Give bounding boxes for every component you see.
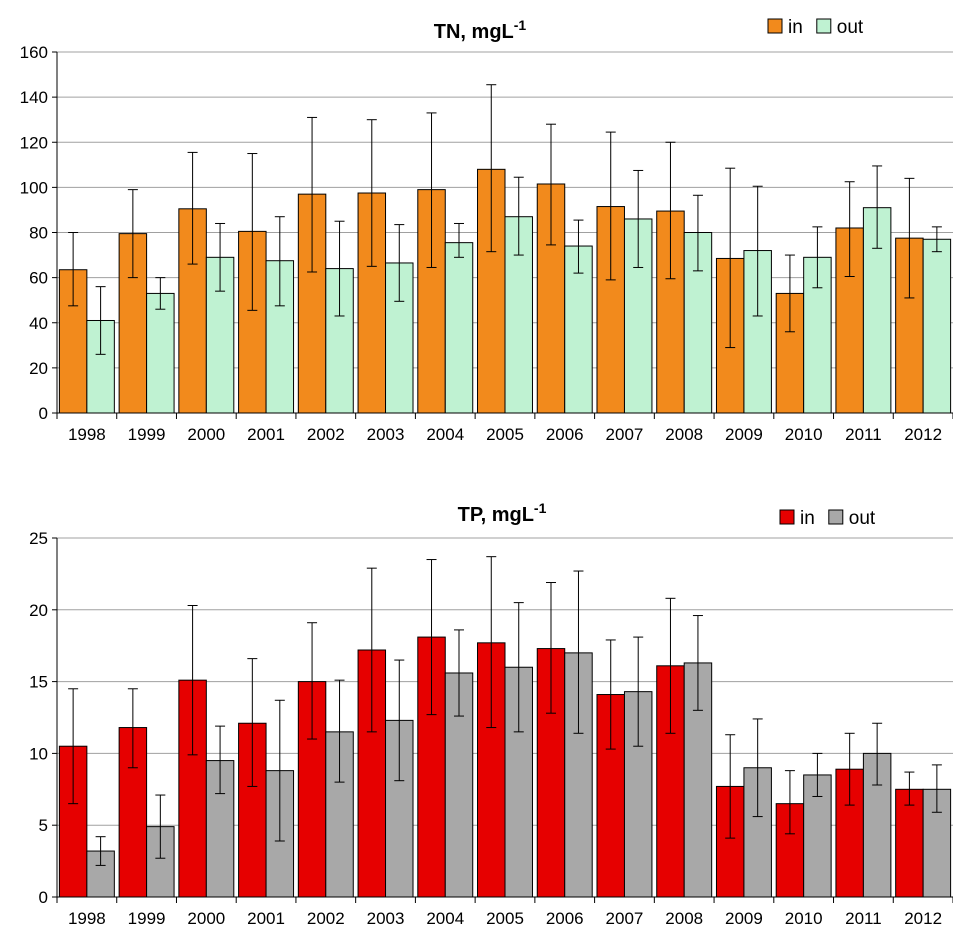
tn-ytick-label: 40 [29, 314, 48, 333]
tn-ytick-label: 140 [20, 88, 48, 107]
tn-xtick-label: 2007 [606, 425, 644, 444]
tp-xtick-label: 2005 [486, 909, 524, 928]
tp-xtick-label: 2006 [546, 909, 584, 928]
tp-ytick-label: 15 [29, 673, 48, 692]
tp-legend-item-out: out [828, 508, 876, 529]
tp-legend-swatch-in [779, 509, 795, 525]
tn-xtick-label: 1999 [128, 425, 166, 444]
tn-legend-item-in: in [767, 17, 803, 38]
tn-xtick-label: 2010 [785, 425, 823, 444]
tn-legend-item-out: out [816, 17, 864, 38]
tp-xtick-label: 2012 [904, 909, 942, 928]
tn-xtick-label: 2011 [845, 425, 882, 444]
tp-xtick-label: 2001 [247, 909, 285, 928]
tp-xtick-label: 2003 [367, 909, 405, 928]
tn-xtick-label: 2006 [546, 425, 584, 444]
tn-bar-out [146, 292, 175, 414]
tp-bar-in [895, 788, 924, 898]
tp-bar-group-in-2012 [895, 788, 924, 898]
tn-legend-swatch-out [816, 18, 832, 34]
tn-xtick-label: 2004 [426, 425, 464, 444]
tp-title: TP, mgL-1 [458, 500, 547, 526]
tn-bar-group-out-2012 [922, 238, 952, 414]
tp-legend-label-out: out [849, 508, 876, 529]
tn-ytick-label: 100 [20, 178, 48, 197]
tn-ytick-label: 80 [29, 224, 48, 243]
tn-ytick-label: 0 [39, 404, 48, 423]
tn-xtick-label: 1998 [68, 425, 106, 444]
tn-ytick-label: 160 [20, 43, 48, 62]
tp-legend-label-in: in [800, 508, 815, 529]
tn-xtick-label: 2002 [307, 425, 345, 444]
tn-chart: 0 20 40 60 80 100 120 140 160 1998 1999 2000 2001 200… [0, 0, 953, 465]
tn-title: TN, mgL-1 [434, 17, 527, 43]
tn-bar-group-out-2004 [444, 242, 474, 414]
tn-legend-swatch-in [767, 18, 783, 34]
tn-bar-group-out-2006 [564, 245, 593, 414]
tp-ytick-label: 0 [39, 888, 48, 907]
tp-chart-svg: 0 5 10 15 20 25 1998 1999 2000 2001 2002 2003 2004 20… [29, 500, 953, 928]
tp-ytick-label: 20 [29, 601, 48, 620]
tn-xtick-label: 2008 [665, 425, 703, 444]
tp-xtick-label: 2009 [725, 909, 763, 928]
tn-xtick-label: 2003 [367, 425, 405, 444]
tn-ytick-label: 60 [29, 269, 48, 288]
tp-xtick-label: 1998 [68, 909, 106, 928]
tn-legend-label-in: in [788, 17, 803, 38]
tn-bar-out [444, 242, 474, 414]
tn-xtick-label: 2000 [187, 425, 225, 444]
tp-legend-swatch-out [828, 509, 844, 525]
tn-ytick-label: 20 [29, 359, 48, 378]
tn-bar-out [564, 245, 593, 414]
tp-chart: 0 5 10 15 20 25 1998 1999 2000 2001 2002 2003 2004 20… [0, 466, 953, 931]
tn-xtick-label: 2005 [486, 425, 524, 444]
tp-xtick-label: 2010 [785, 909, 823, 928]
tp-ytick-label: 25 [29, 529, 48, 548]
tp-xtick-label: 2000 [187, 909, 225, 928]
tp-xtick-label: 2007 [606, 909, 644, 928]
tn-chart-svg: 0 20 40 60 80 100 120 140 160 1998 1999 2000 2001 200… [20, 17, 953, 444]
tp-ytick-label: 5 [39, 816, 48, 835]
tp-ytick-label: 10 [29, 744, 48, 763]
tp-xtick-label: 1999 [128, 909, 166, 928]
tn-ytick-label: 120 [20, 133, 48, 152]
tp-xtick-label: 2008 [665, 909, 703, 928]
tn-legend-label-out: out [837, 17, 864, 38]
tp-legend-item-in: in [779, 508, 815, 529]
tn-xtick-label: 2009 [725, 425, 763, 444]
tp-xtick-label: 2011 [845, 909, 882, 928]
tn-xtick-label: 2001 [247, 425, 285, 444]
tp-xtick-label: 2004 [426, 909, 464, 928]
tp-xtick-label: 2002 [307, 909, 345, 928]
tn-xtick-label: 2012 [904, 425, 942, 444]
tn-bar-group-out-1999 [146, 292, 175, 414]
tn-bar-out [922, 238, 952, 414]
